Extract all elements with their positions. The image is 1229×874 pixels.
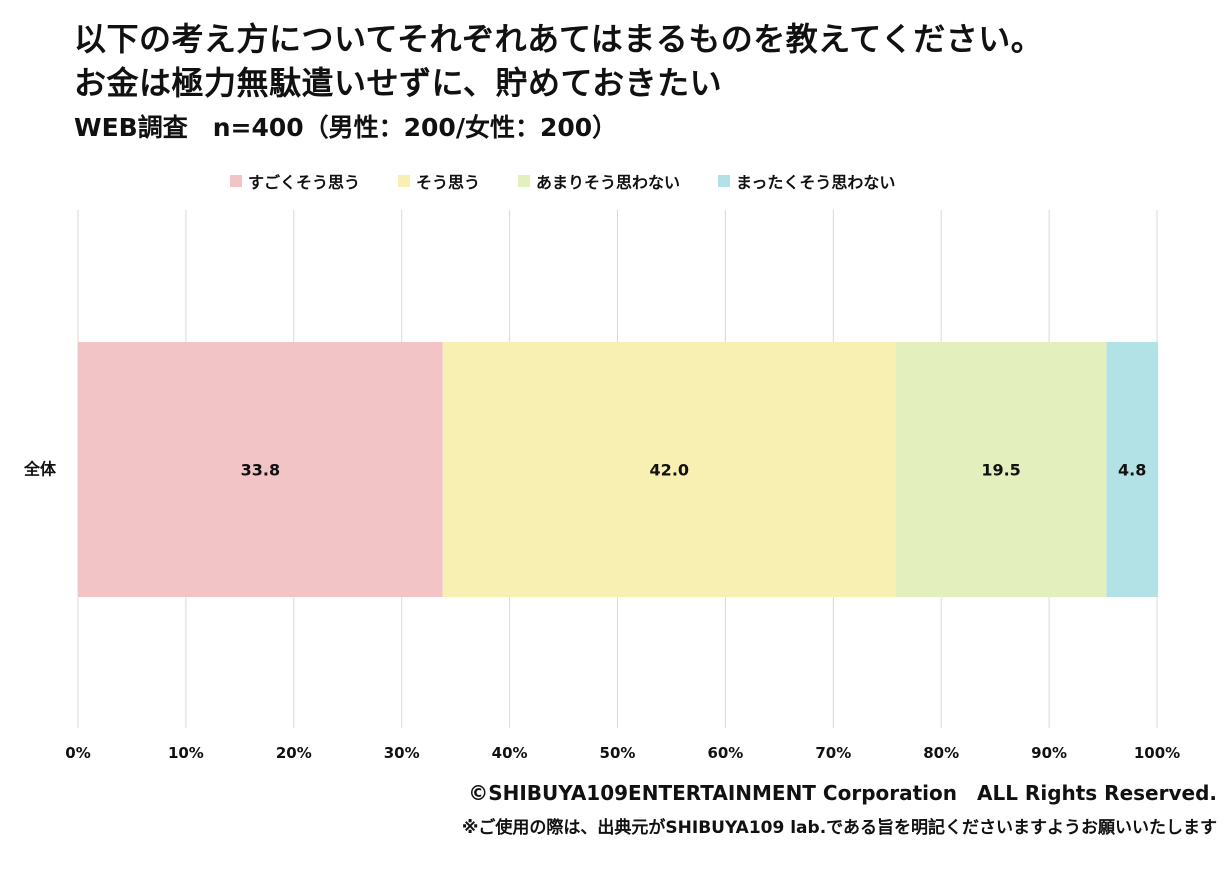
legend-swatch-4 [718,175,731,187]
x-tick-label-5: 50% [600,744,636,762]
x-tick-label-1: 10% [168,744,204,762]
x-tick-label-9: 90% [1031,744,1067,762]
x-tick-label-4: 40% [492,744,528,762]
legend-swatch-1 [230,175,242,187]
copyright-text: ©SHIBUYA109ENTERTAINMENT Corporation ALL… [468,781,1217,805]
legend-item-2: そう思う [398,169,480,193]
data-label-4: 4.8 [1118,461,1146,480]
chart-title-line2: お金は極力無駄遣いせずに、貯めておきたい [74,64,723,102]
legend-label-1: すごくそう思う [248,173,361,192]
data-label-2: 42.0 [650,461,689,480]
chart-subtitle: WEB調査 n=400（男性：200/女性：200） [74,113,618,142]
bar-segment-2 [442,342,896,597]
x-tick-label-2: 20% [276,744,312,762]
bar-segment-3 [895,342,1107,597]
x-tick-label-10: 100% [1134,744,1180,762]
bar-segment-1 [78,342,443,597]
x-tick-label-0: 0% [65,744,90,762]
legend: すごくそう思う そう思う あまりそう思わない まったくそう思わない [230,170,933,192]
legend-item-1: すごくそう思う [230,169,360,193]
data-label-1: 33.8 [241,461,280,480]
chart-title-line1: 以下の考え方についてそれぞれあてはまるものを教えてください。 [74,20,1044,58]
x-tick-label-6: 60% [707,744,743,762]
legend-label-2: そう思う [416,173,481,192]
legend-label-4: まったくそう思わない [736,173,896,192]
legend-swatch-2 [398,175,411,187]
x-tick-label-8: 80% [923,744,959,762]
x-tick-label-7: 70% [815,744,851,762]
bar-segment-4 [1106,342,1159,597]
legend-swatch-3 [518,175,531,187]
usage-note: ※ご使用の際は、出典元がSHIBUYA109 lab.である旨を明記くださいます… [461,818,1217,838]
legend-label-3: あまりそう思わない [536,173,681,192]
data-label-3: 19.5 [981,461,1020,480]
legend-item-3: あまりそう思わない [518,169,680,193]
x-tick-label-3: 30% [384,744,420,762]
category-label: 全体 [23,460,57,479]
legend-item-4: まったくそう思わない [718,169,895,193]
